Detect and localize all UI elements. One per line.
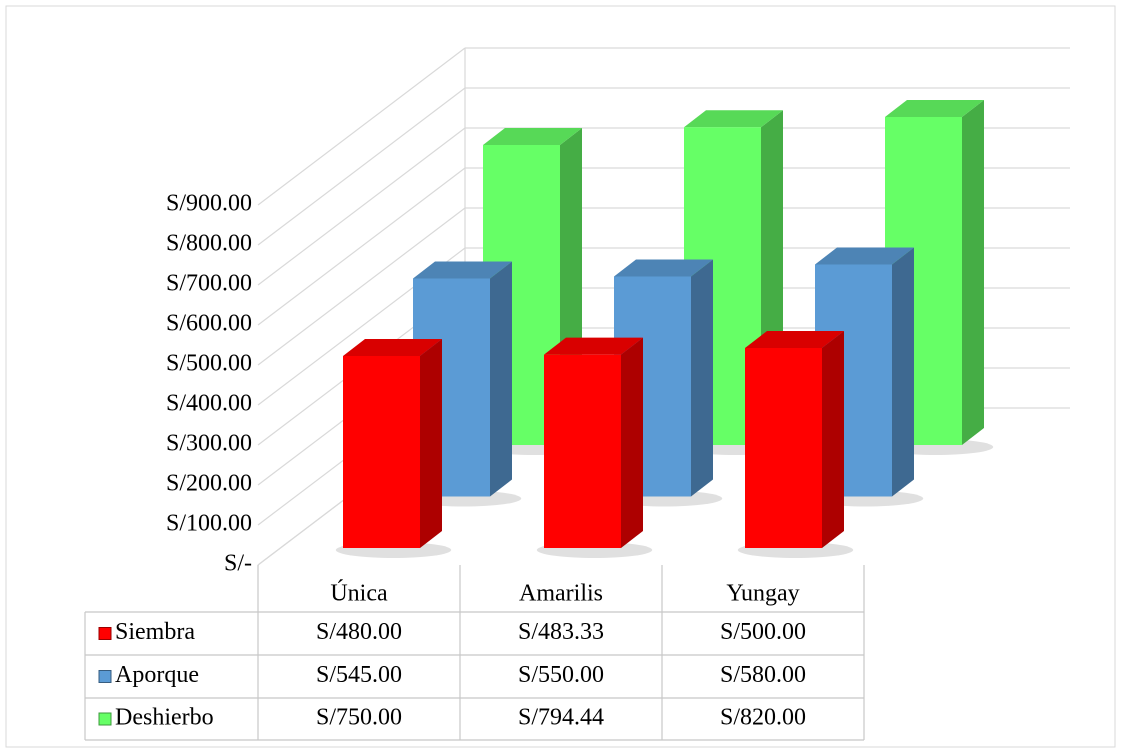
y-tick-label: S/700.00 [166,271,252,297]
y-tick-label: S/- [224,551,252,577]
table-value: S/500.00 [720,619,806,645]
grid-line [257,87,466,246]
grid-line [257,127,466,286]
bar [745,348,822,548]
bar-side [892,247,914,497]
x-tick-label: Yungay [726,581,799,607]
bar [343,356,420,548]
bar-top [413,261,512,279]
legend-label: Aporque [115,662,199,688]
table-value: S/550.00 [518,662,604,688]
bar-side [621,337,643,548]
legend-label: Siembra [115,619,195,645]
y-tick-label: S/500.00 [166,351,252,377]
bar-top [684,110,783,128]
table-value: S/580.00 [720,662,806,688]
bar-top [483,128,582,145]
bar-top [745,331,844,348]
grid-line [257,167,466,326]
y-tick-label: S/100.00 [166,511,252,537]
x-tick-label: Amarilis [519,581,603,607]
legend-key [98,670,112,683]
grid-line [257,47,466,206]
bar-top [544,337,643,355]
y-tick-label: S/800.00 [166,231,252,257]
legend-key [98,712,112,726]
y-tick-label: S/300.00 [166,431,252,457]
bar-side [822,331,844,548]
x-tick-label: Única [330,580,388,607]
table-value: S/483.33 [518,619,604,645]
bar-top [815,247,914,265]
table-value: S/480.00 [316,619,402,645]
table-value: S/545.00 [316,662,402,688]
table-value: S/820.00 [720,705,806,731]
bar-top [343,339,442,356]
y-tick-label: S/400.00 [166,391,252,417]
bar-side [691,259,713,497]
bar-side [420,339,442,548]
legend-label: Deshierbo [115,705,214,731]
y-tick-label: S/200.00 [166,471,252,497]
bar-side [490,261,512,497]
y-tick-label: S/600.00 [166,311,252,337]
bar [544,354,621,548]
bar-side [962,100,984,445]
bar-top [614,259,713,277]
table-value: S/750.00 [316,705,402,731]
y-tick-label: S/900.00 [166,191,252,217]
legend-key [98,627,112,640]
grid-line [257,207,466,366]
table-value: S/794.44 [518,705,604,731]
bar-top [885,100,984,117]
